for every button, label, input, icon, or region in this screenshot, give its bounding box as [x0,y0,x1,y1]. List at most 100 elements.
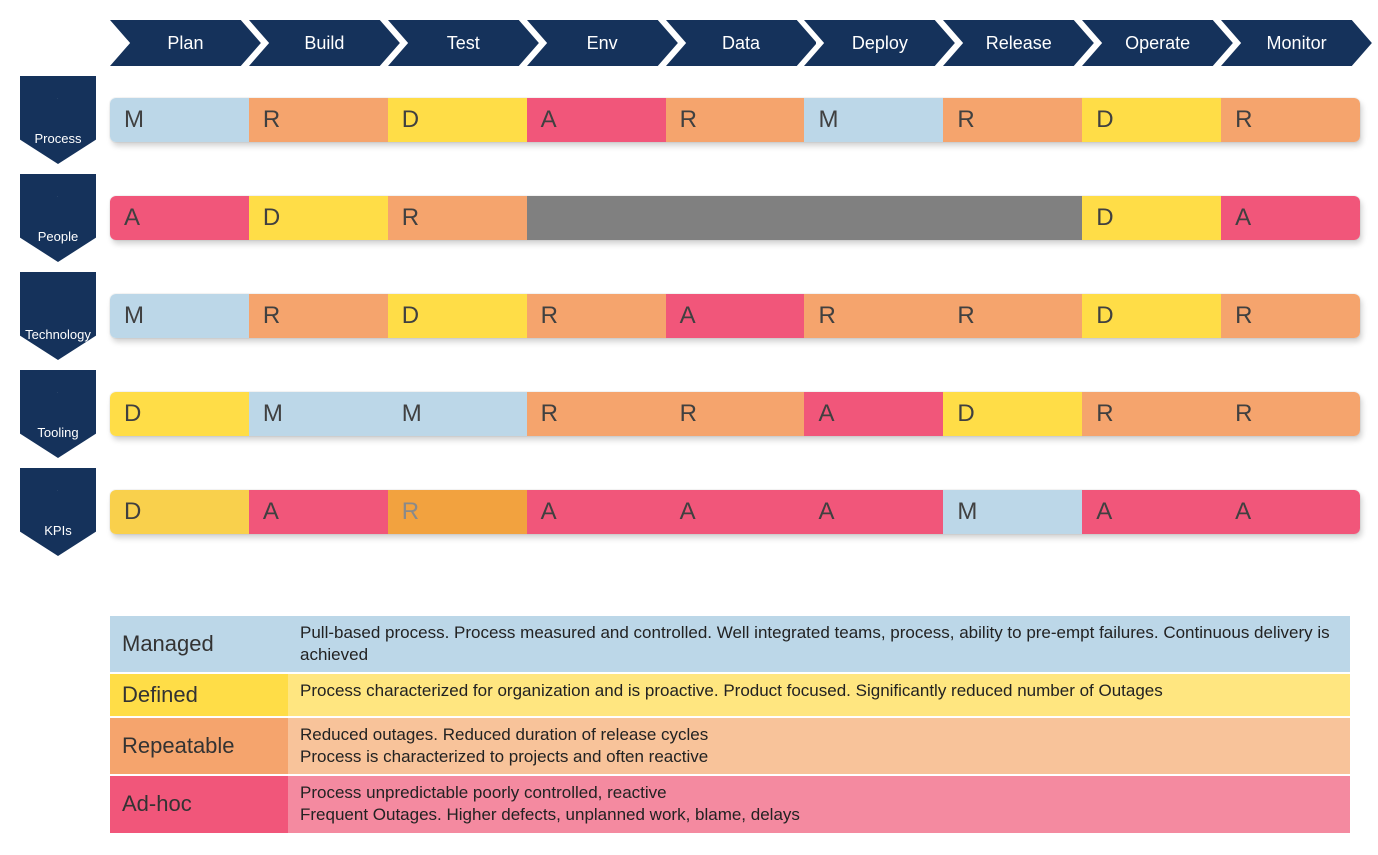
header-chevron-label: Plan [167,33,203,54]
matrix-rows: ProcessMRDARMRDR PeopleADRDA TechnologyM… [20,76,1360,556]
header-chevron-label: Env [587,33,618,54]
maturity-cell [943,196,1082,240]
maturity-cell: A [527,490,666,534]
legend-label: Ad-hoc [110,776,288,832]
maturity-cell [666,196,805,240]
maturity-cell: M [943,490,1082,534]
legend-label: Managed [110,616,288,672]
header-chevron-label: Test [447,33,480,54]
legend-desc: Process characterized for organization a… [288,674,1350,716]
maturity-cell: M [388,392,527,436]
maturity-cell: D [1082,196,1221,240]
maturity-cell: R [666,98,805,142]
header-chevron: Monitor [1221,20,1372,66]
header-chevron-label: Release [986,33,1052,54]
dimension-label-chevron: Process [20,76,96,164]
maturity-cell: M [110,98,249,142]
maturity-cell: A [804,490,943,534]
maturity-cell: A [1221,490,1360,534]
dimension-label: Tooling [37,389,78,440]
legend-label: Defined [110,674,288,716]
dimension-row: PeopleADRDA [20,174,1360,262]
maturity-cell: A [1082,490,1221,534]
header-row: Plan Build Test Env Data Deploy [110,20,1360,66]
cells-wrap: DMMRRADRR [110,370,1360,458]
header-chevron-label: Build [304,33,344,54]
maturity-cell: R [1221,98,1360,142]
dimension-row: KPIsDARAAAMAA [20,468,1360,556]
cells-inner: MRDARMRDR [110,98,1360,142]
dimension-label: Technology [25,291,91,342]
cells-wrap: MRDRARRDR [110,272,1360,360]
cells-wrap: MRDARMRDR [110,76,1360,164]
legend-row: ManagedPull-based process. Process measu… [110,616,1350,672]
legend-desc: Reduced outages. Reduced duration of rel… [288,718,1350,774]
header-chevron: Env [527,20,678,66]
legend-row: RepeatableReduced outages. Reduced durat… [110,718,1350,774]
header-chevron: Data [666,20,817,66]
maturity-cell: M [804,98,943,142]
legend-row: DefinedProcess characterized for organiz… [110,674,1350,716]
maturity-cell: R [388,490,527,534]
dimension-label-chevron: KPIs [20,468,96,556]
maturity-cell: D [110,392,249,436]
legend-desc: Pull-based process. Process measured and… [288,616,1350,672]
maturity-cell: D [943,392,1082,436]
maturity-cell: A [666,490,805,534]
dimension-row: ToolingDMMRRADRR [20,370,1360,458]
maturity-cell: D [249,196,388,240]
cells-inner: DARAAAMAA [110,490,1360,534]
maturity-cell: D [388,294,527,338]
maturity-cell: R [388,196,527,240]
header-chevron-label: Operate [1125,33,1190,54]
dimension-row: TechnologyMRDRARRDR [20,272,1360,360]
dimension-label: People [38,193,78,244]
maturity-cell: A [249,490,388,534]
cells-wrap: ADRDA [110,174,1360,262]
maturity-cell: M [249,392,388,436]
maturity-cell: R [943,294,1082,338]
maturity-cell [527,196,666,240]
cells-inner: DMMRRADRR [110,392,1360,436]
maturity-cell: D [388,98,527,142]
maturity-cell: R [527,294,666,338]
dimension-label-chevron: People [20,174,96,262]
header-chevron-label: Deploy [852,33,908,54]
legend-desc: Process unpredictable poorly controlled,… [288,776,1350,832]
cells-inner: ADRDA [110,196,1360,240]
dimension-label-chevron: Technology [20,272,96,360]
maturity-cell: A [1221,196,1360,240]
dimension-label: KPIs [44,487,71,538]
cells-inner: MRDRARRDR [110,294,1360,338]
maturity-cell: R [1082,392,1221,436]
maturity-cell: R [527,392,666,436]
header-chevron: Build [249,20,400,66]
header-chevron: Operate [1082,20,1233,66]
dimension-label-chevron: Tooling [20,370,96,458]
maturity-matrix: Plan Build Test Env Data Deploy [20,20,1360,833]
maturity-cell: A [804,392,943,436]
legend: ManagedPull-based process. Process measu… [110,616,1350,833]
header-chevron: Deploy [804,20,955,66]
legend-row: Ad-hocProcess unpredictable poorly contr… [110,776,1350,832]
maturity-cell: R [249,294,388,338]
maturity-cell: D [110,490,249,534]
maturity-cell: R [666,392,805,436]
maturity-cell: R [804,294,943,338]
maturity-cell: D [1082,98,1221,142]
maturity-cell: R [1221,294,1360,338]
maturity-cell: M [110,294,249,338]
maturity-cell [804,196,943,240]
cells-wrap: DARAAAMAA [110,468,1360,556]
maturity-cell: A [110,196,249,240]
maturity-cell: D [1082,294,1221,338]
header-chevron-label: Monitor [1267,33,1327,54]
maturity-cell: R [1221,392,1360,436]
legend-label: Repeatable [110,718,288,774]
maturity-cell: R [943,98,1082,142]
header-chevron-label: Data [722,33,760,54]
maturity-cell: A [666,294,805,338]
maturity-cell: A [527,98,666,142]
header-chevron: Test [388,20,539,66]
header-chevron: Plan [110,20,261,66]
